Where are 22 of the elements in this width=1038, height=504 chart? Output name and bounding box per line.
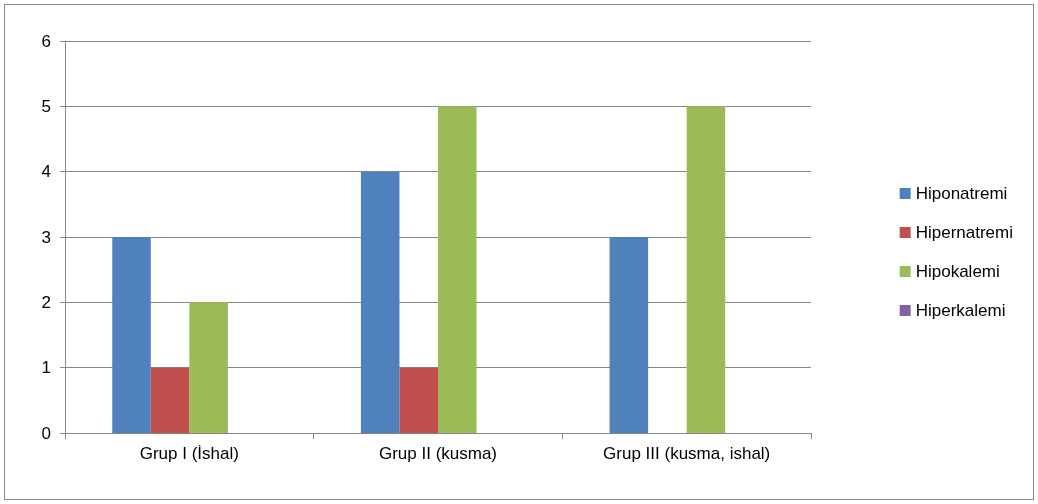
y-tick-label: 4	[41, 162, 51, 182]
bar	[438, 106, 477, 433]
legend-label: Hipernatremi	[915, 223, 1013, 242]
x-tick-label: Grup I (İshal)	[139, 444, 239, 463]
y-tick-label: 2	[41, 292, 51, 312]
y-tick-label: 6	[41, 31, 51, 51]
y-tick-label: 1	[41, 358, 51, 378]
y-tick-label: 3	[41, 227, 51, 247]
legend-label: Hiponatremi	[915, 184, 1008, 203]
x-tick-label: Grup II (kusma)	[378, 444, 498, 463]
x-tick-label: Grup III (kusma, ishal)	[603, 444, 771, 463]
legend-label: Hiperkalemi	[915, 301, 1006, 320]
bar	[399, 367, 438, 433]
legend-label: Hipokalemi	[915, 262, 1000, 281]
y-tick-label: 5	[41, 96, 51, 116]
bar	[686, 106, 726, 433]
bar	[360, 171, 400, 433]
bar	[609, 237, 649, 433]
bar	[189, 302, 228, 433]
bar	[112, 237, 151, 433]
y-tick-label: 0	[41, 423, 51, 443]
bar	[150, 367, 190, 433]
